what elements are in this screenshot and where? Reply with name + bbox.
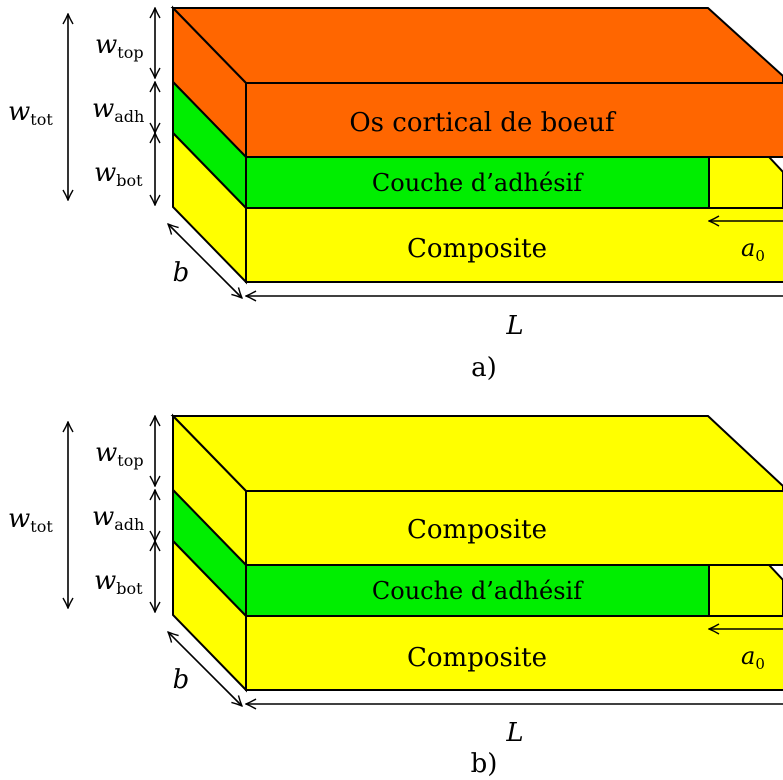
panel-b: Composite Couche d’adhésif Composite a0 … xyxy=(8,413,783,779)
panel-a: Os cortical de boeuf Couche d’adhésif Co… xyxy=(8,5,783,383)
panel-b-adhesive-label: Couche d’adhésif xyxy=(372,577,584,605)
panel-b-upper-composite-front xyxy=(245,490,783,566)
panel-b-lower-composite-front xyxy=(245,615,783,691)
panel-b-top-face xyxy=(170,415,783,492)
panel-a-wtot-label: wtot xyxy=(8,97,53,129)
panel-b-wbot-label: wbot xyxy=(94,566,143,598)
panel-a-bone-front xyxy=(245,82,783,158)
panel-b-top-layer-label: Composite xyxy=(407,515,547,545)
panel-a-top-face xyxy=(170,7,783,84)
panel-b-wtot-label: wtot xyxy=(8,504,53,536)
panel-a-a0-label: a0 xyxy=(741,234,765,265)
panel-a-caption: a) xyxy=(471,353,497,383)
panel-b-wadh-label: wadh xyxy=(92,502,144,534)
panel-b-wtop-label: wtop xyxy=(95,438,144,470)
panel-a-wadh-label: wadh xyxy=(92,94,144,126)
panel-a-crack-region xyxy=(708,156,783,209)
panel-b-crack-region xyxy=(708,564,783,617)
panel-a-top-layer-label: Os cortical de boeuf xyxy=(349,108,617,138)
panel-a-composite-front xyxy=(245,207,783,283)
panel-a-wtop-label: wtop xyxy=(95,30,144,62)
panel-b-a0-label: a0 xyxy=(741,642,765,673)
panel-a-wbot-label: wbot xyxy=(94,158,143,190)
panel-b-caption: b) xyxy=(471,749,498,779)
panel-a-width-arrow xyxy=(168,224,242,298)
panel-a-length-label: L xyxy=(505,311,523,341)
panel-b-width-label: b xyxy=(173,665,190,695)
panel-b-width-arrow xyxy=(168,632,242,706)
panel-b-bottom-layer-label: Composite xyxy=(407,643,547,673)
panel-a-width-label: b xyxy=(173,258,190,288)
panel-a-adhesive-label: Couche d’adhésif xyxy=(372,169,584,197)
panel-a-bottom-layer-label: Composite xyxy=(407,234,547,264)
panel-b-length-label: L xyxy=(505,718,523,748)
